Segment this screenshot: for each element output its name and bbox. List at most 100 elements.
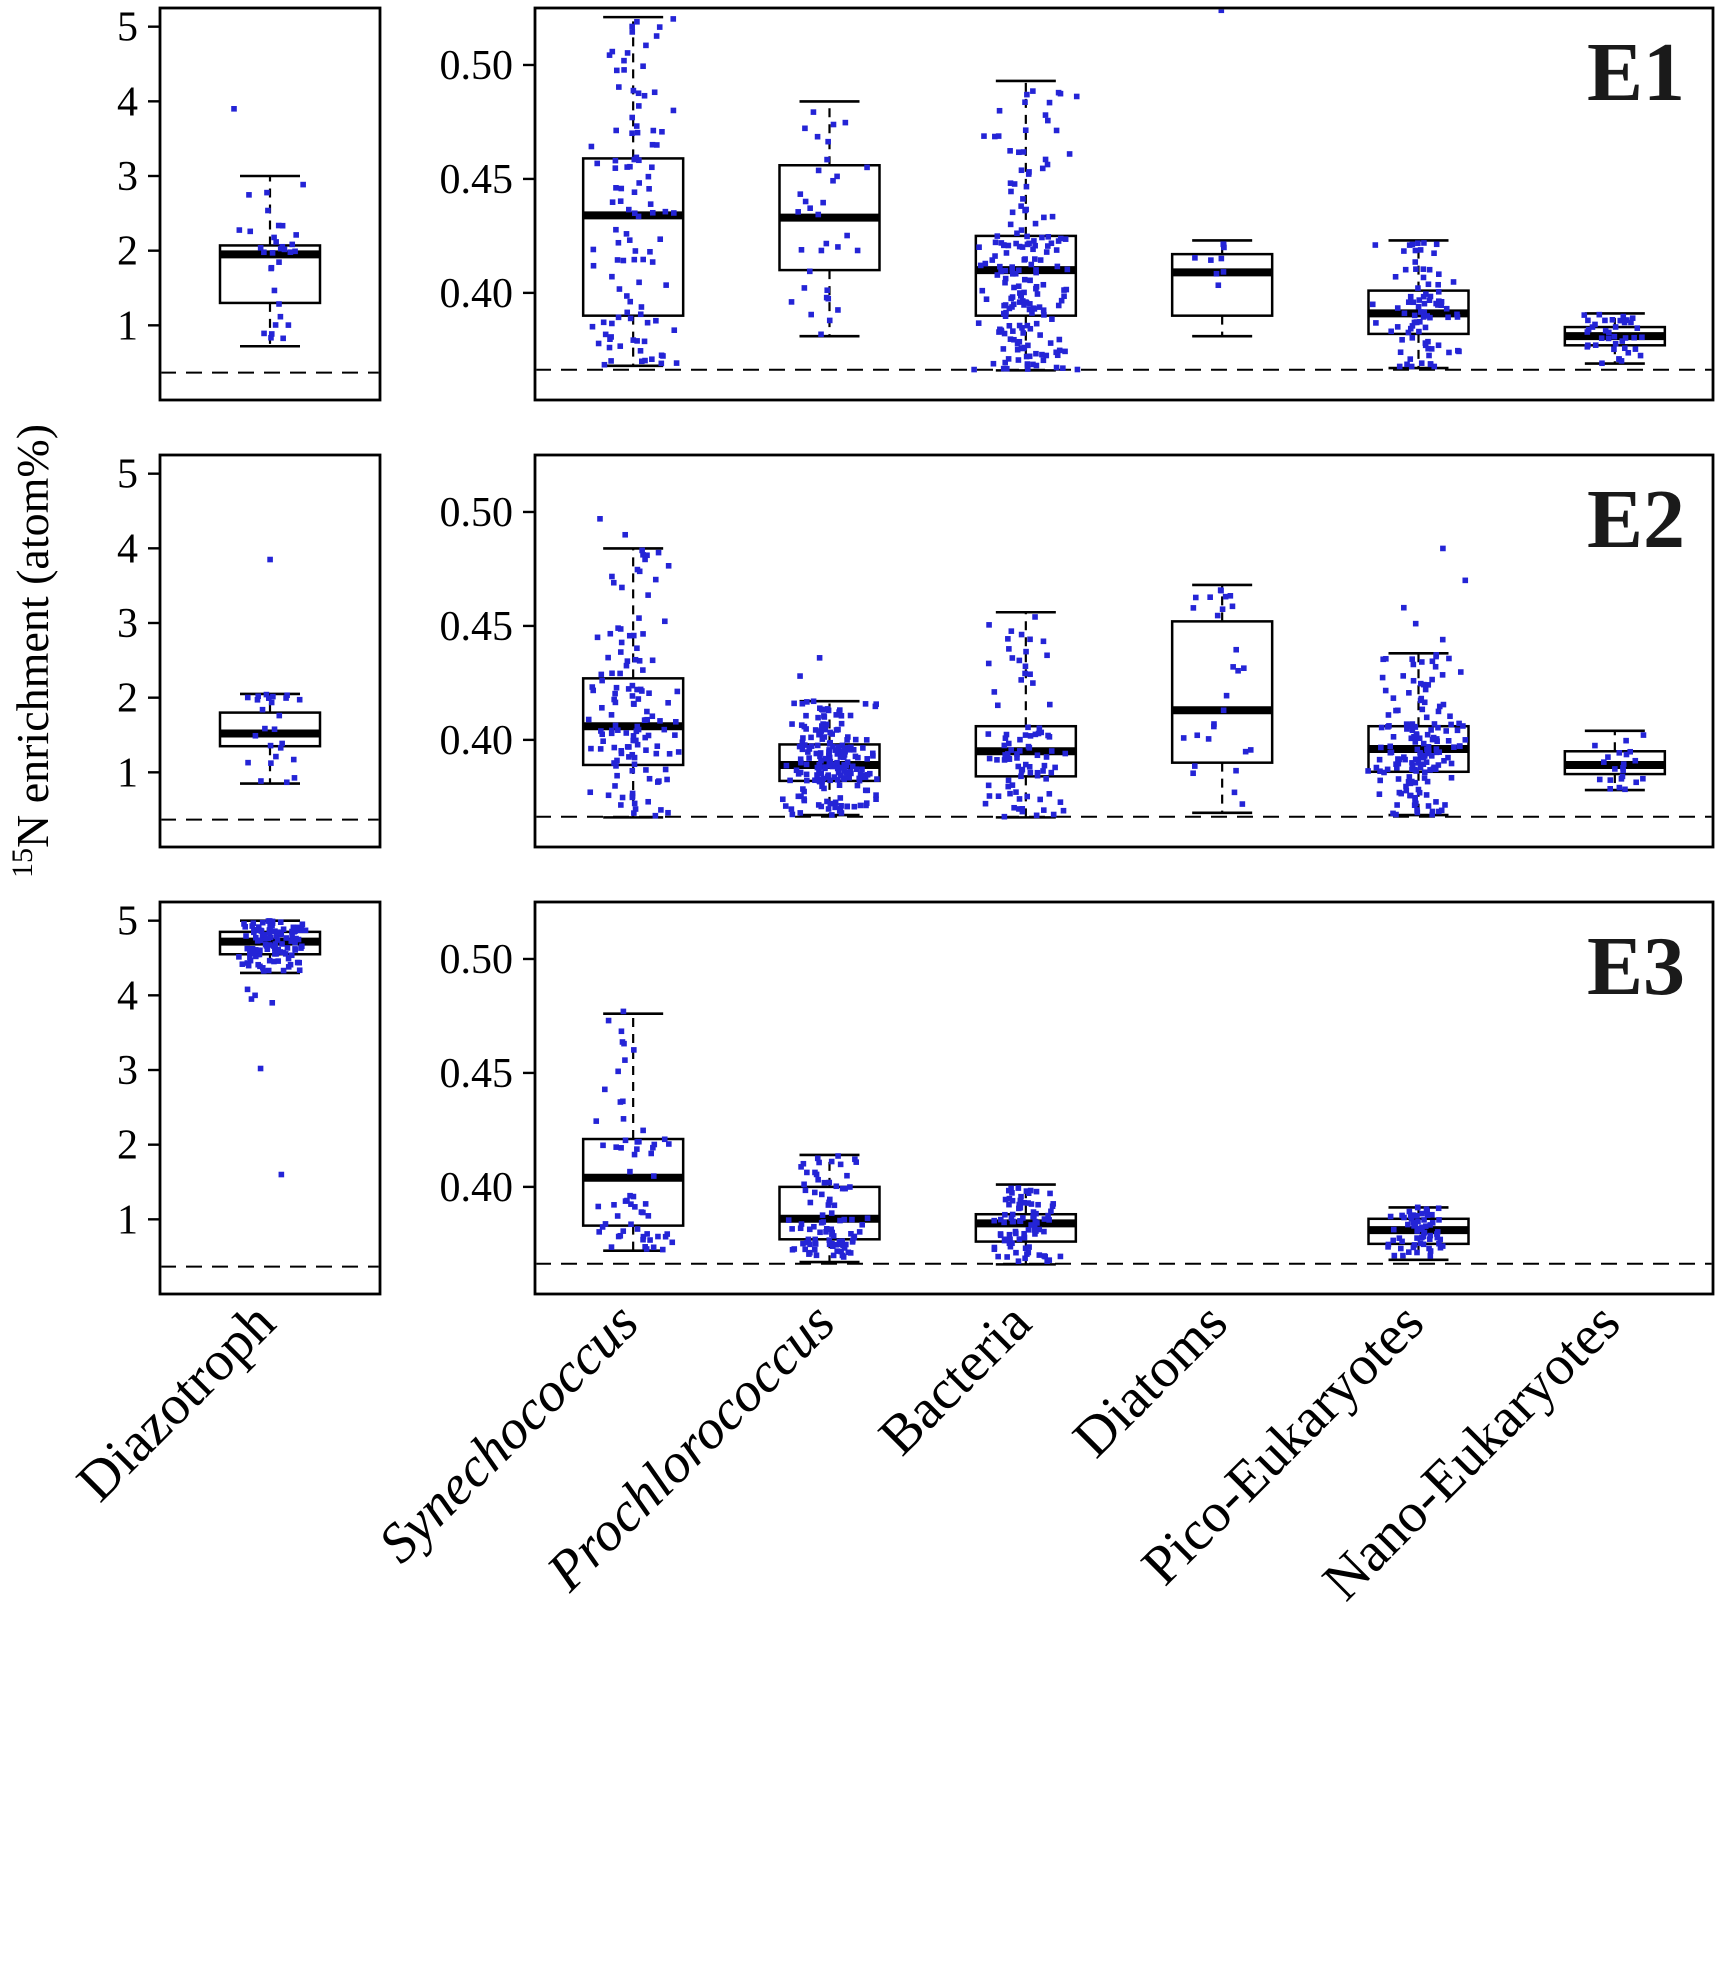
data-point — [823, 1225, 830, 1232]
data-point — [1040, 807, 1047, 813]
data-point — [862, 701, 869, 707]
data-point — [626, 237, 633, 243]
data-point — [675, 749, 682, 755]
category-label: Diatoms — [1061, 1291, 1239, 1469]
data-point — [1040, 307, 1047, 313]
data-point — [1611, 333, 1618, 340]
data-point — [634, 723, 641, 730]
data-point — [599, 704, 605, 711]
data-point — [252, 732, 259, 739]
data-point — [1220, 269, 1227, 275]
data-point — [1416, 789, 1423, 796]
data-point — [1406, 242, 1413, 248]
data-point — [1223, 692, 1230, 699]
data-point — [1421, 309, 1428, 315]
box-iqr — [974, 1212, 1078, 1243]
data-point — [613, 684, 620, 691]
data-point — [1031, 1222, 1038, 1229]
data-point — [585, 716, 592, 723]
data-point — [1612, 340, 1619, 347]
data-point — [623, 231, 630, 237]
data-point — [630, 632, 637, 639]
data-point — [1006, 305, 1013, 312]
data-point — [1016, 1236, 1023, 1242]
data-point — [1637, 352, 1644, 359]
data-point — [1013, 1249, 1019, 1256]
data-point — [1033, 320, 1040, 327]
data-point — [1007, 221, 1014, 228]
data-point — [819, 723, 825, 729]
data-point — [1414, 1249, 1420, 1256]
data-point — [255, 927, 261, 933]
data-point — [1011, 804, 1017, 811]
data-point — [824, 798, 830, 805]
data-point — [642, 717, 649, 723]
axis-tick-label: 1 — [117, 1197, 138, 1243]
data-point — [650, 1244, 657, 1251]
data-point — [283, 779, 290, 786]
data-point — [843, 1241, 849, 1248]
data-point — [1429, 808, 1436, 815]
data-point — [1227, 593, 1234, 599]
data-point — [1394, 802, 1400, 808]
data-point — [994, 272, 1001, 278]
data-point — [1409, 335, 1416, 341]
data-point — [612, 157, 619, 164]
data-point — [1014, 751, 1020, 757]
data-point — [622, 531, 628, 538]
data-point — [1039, 234, 1045, 241]
data-point — [1401, 310, 1408, 317]
data-point — [1005, 777, 1012, 784]
data-point — [1034, 772, 1041, 779]
data-point — [834, 751, 841, 757]
data-point — [850, 1237, 856, 1244]
data-point — [642, 357, 648, 364]
data-point — [1005, 740, 1012, 747]
data-point — [267, 742, 274, 749]
data-point — [634, 338, 640, 344]
data-point — [992, 253, 998, 259]
data-point — [588, 143, 595, 150]
data-point — [643, 767, 649, 773]
data-point — [1002, 359, 1009, 366]
data-point — [836, 782, 843, 788]
panel-E1-taxa: 0.50 0.45 0.40 E1 — [440, 6, 1715, 402]
data-point — [277, 313, 284, 320]
data-point — [622, 1137, 629, 1144]
data-point — [627, 315, 634, 322]
data-point — [816, 1159, 822, 1166]
data-point — [636, 103, 642, 109]
scatter-points — [779, 655, 880, 818]
scatter-points — [585, 516, 682, 819]
data-point — [629, 130, 635, 137]
data-point — [1414, 1235, 1420, 1241]
data-point — [979, 287, 986, 294]
data-point — [266, 957, 273, 964]
data-point — [1190, 605, 1197, 611]
data-point — [839, 742, 846, 749]
data-point — [1633, 779, 1639, 786]
data-point — [1429, 1211, 1435, 1218]
data-point — [1422, 1223, 1429, 1229]
data-point — [644, 319, 651, 326]
data-point — [1006, 1231, 1013, 1238]
data-point — [631, 256, 638, 263]
data-point — [239, 961, 246, 967]
data-point — [1384, 766, 1391, 773]
data-point — [1412, 798, 1418, 804]
data-point — [1601, 759, 1607, 765]
data-point — [1377, 777, 1383, 784]
data-point — [835, 307, 841, 313]
data-point — [1382, 687, 1389, 694]
data-point — [1415, 303, 1422, 310]
data-point — [638, 304, 645, 310]
data-point — [265, 918, 272, 924]
data-point — [259, 919, 266, 926]
data-point — [822, 726, 829, 733]
data-point — [803, 771, 810, 778]
data-point — [1410, 299, 1417, 306]
data-point — [649, 164, 655, 171]
data-point — [1024, 793, 1031, 800]
data-point — [827, 777, 833, 784]
data-point — [797, 673, 803, 679]
